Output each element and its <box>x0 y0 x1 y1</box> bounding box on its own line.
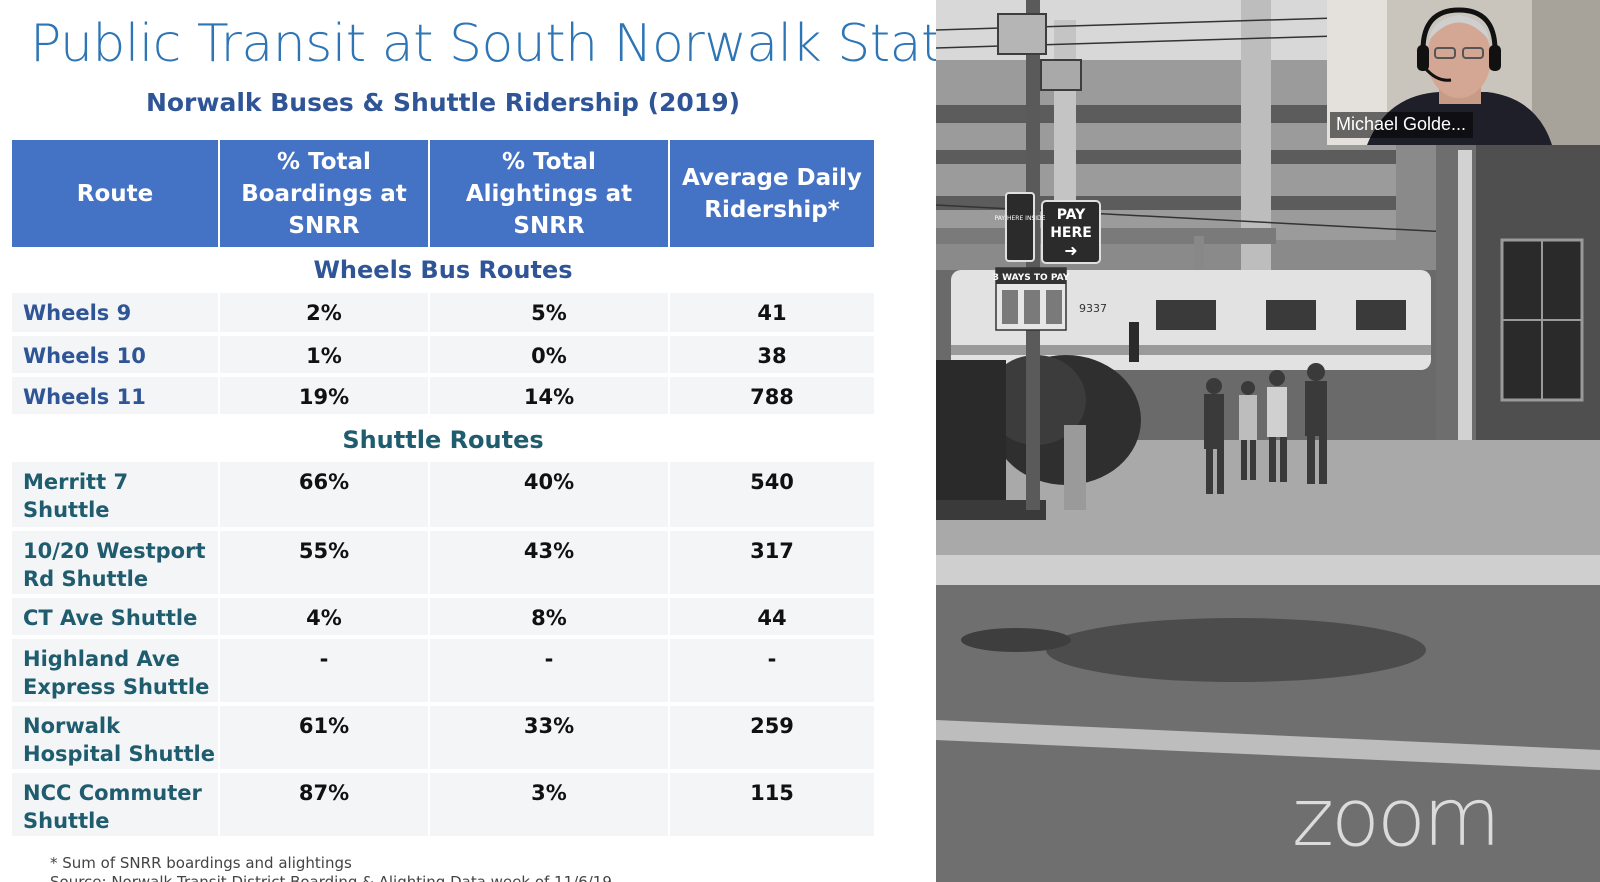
participant-name-label: Michael Golde... <box>1330 112 1474 138</box>
ridership-cell: - <box>669 637 874 706</box>
alightings-cell: 14% <box>429 375 670 418</box>
table-row: 10/20 Westport Rd Shuttle 55% 43% 317 <box>12 529 874 598</box>
boardings-cell: 55% <box>219 529 430 598</box>
ridership-cell: 540 <box>669 462 874 531</box>
alightings-cell: 0% <box>429 334 670 377</box>
route-cell: CT Ave Shuttle <box>12 596 220 639</box>
alightings-cell: 33% <box>429 704 670 773</box>
sign-here-text: HERE <box>1050 225 1092 241</box>
table-row: Wheels 9 2% 5% 41 <box>12 293 874 336</box>
boardings-cell: 1% <box>219 334 430 377</box>
section-header: Shuttle Routes <box>12 416 874 462</box>
ridership-table: Route % Total Boardings at SNRR % Total … <box>12 140 874 840</box>
section-title-wheels: Wheels Bus Routes <box>12 247 874 293</box>
table-row: CT Ave Shuttle 4% 8% 44 <box>12 596 874 639</box>
boardings-cell: 61% <box>219 704 430 773</box>
route-cell: Wheels 9 <box>12 293 220 336</box>
ridership-cell: 41 <box>669 293 874 336</box>
sign-ways-to-pay: 3 WAYS TO PAY <box>993 273 1070 283</box>
train-number: 9337 <box>1079 302 1107 315</box>
boardings-cell: 87% <box>219 771 430 840</box>
route-cell: Wheels 11 <box>12 375 220 418</box>
footnote: * Sum of SNRR boardings and alightings <box>50 854 352 872</box>
section-header: Wheels Bus Routes <box>12 247 874 293</box>
route-cell: Norwalk Hospital Shuttle <box>12 704 220 773</box>
slide-title: Public Transit at South Norwalk Station <box>30 14 936 74</box>
route-cell: Merritt 7 Shuttle <box>12 462 220 531</box>
alightings-cell: 5% <box>429 293 670 336</box>
ridership-cell: 115 <box>669 771 874 840</box>
route-cell: Highland Ave Express Shuttle <box>12 637 220 706</box>
ridership-cell: 44 <box>669 596 874 639</box>
ridership-cell: 317 <box>669 529 874 598</box>
table-row: NCC Commuter Shuttle 87% 3% 115 <box>12 771 874 840</box>
column-header-ridership: Average Daily Ridership* <box>669 140 874 247</box>
participant-video-tile[interactable]: Michael Golde... <box>1327 0 1600 145</box>
table-row: Highland Ave Express Shuttle - - - <box>12 637 874 706</box>
boardings-cell: - <box>219 637 430 706</box>
table-body: Wheels Bus Routes Wheels 9 2% 5% 41 Whee… <box>12 247 874 840</box>
source-note: Source: Norwalk Transit District Boardin… <box>50 873 612 882</box>
alightings-cell: - <box>429 637 670 706</box>
alightings-cell: 40% <box>429 462 670 531</box>
route-cell: NCC Commuter Shuttle <box>12 771 220 840</box>
route-cell: Wheels 10 <box>12 334 220 377</box>
table-header: Route % Total Boardings at SNRR % Total … <box>12 140 874 247</box>
slide-subtitle: Norwalk Buses & Shuttle Ridership (2019) <box>145 88 741 117</box>
table-row: Norwalk Hospital Shuttle 61% 33% 259 <box>12 704 874 773</box>
sign-pay-text: PAY <box>1057 207 1086 223</box>
column-header-route: Route <box>12 140 220 247</box>
column-header-alightings: % Total Alightings at SNRR <box>429 140 670 247</box>
boardings-cell: 4% <box>219 596 430 639</box>
sign-pay-inside: PAY HERE INSIDE <box>995 215 1046 222</box>
table-row: Merritt 7 Shuttle 66% 40% 540 <box>12 462 874 531</box>
boardings-cell: 66% <box>219 462 430 531</box>
table-row: Wheels 11 19% 14% 788 <box>12 375 874 418</box>
section-title-shuttle: Shuttle Routes <box>12 416 874 462</box>
shared-slide: Public Transit at South Norwalk Station … <box>12 14 936 882</box>
ridership-cell: 38 <box>669 334 874 377</box>
boardings-cell: 2% <box>219 293 430 336</box>
ridership-cell: 259 <box>669 704 874 773</box>
alightings-cell: 8% <box>429 596 670 639</box>
boardings-cell: 19% <box>219 375 430 418</box>
arrow-right-icon: ➜ <box>1064 241 1077 260</box>
alightings-cell: 43% <box>429 529 670 598</box>
ridership-cell: 788 <box>669 375 874 418</box>
column-header-boardings: % Total Boardings at SNRR <box>219 140 430 247</box>
route-cell: 10/20 Westport Rd Shuttle <box>12 529 220 598</box>
alightings-cell: 3% <box>429 771 670 840</box>
table-row: Wheels 10 1% 0% 38 <box>12 334 874 377</box>
zoom-watermark-logo: zoom <box>1292 771 1501 864</box>
